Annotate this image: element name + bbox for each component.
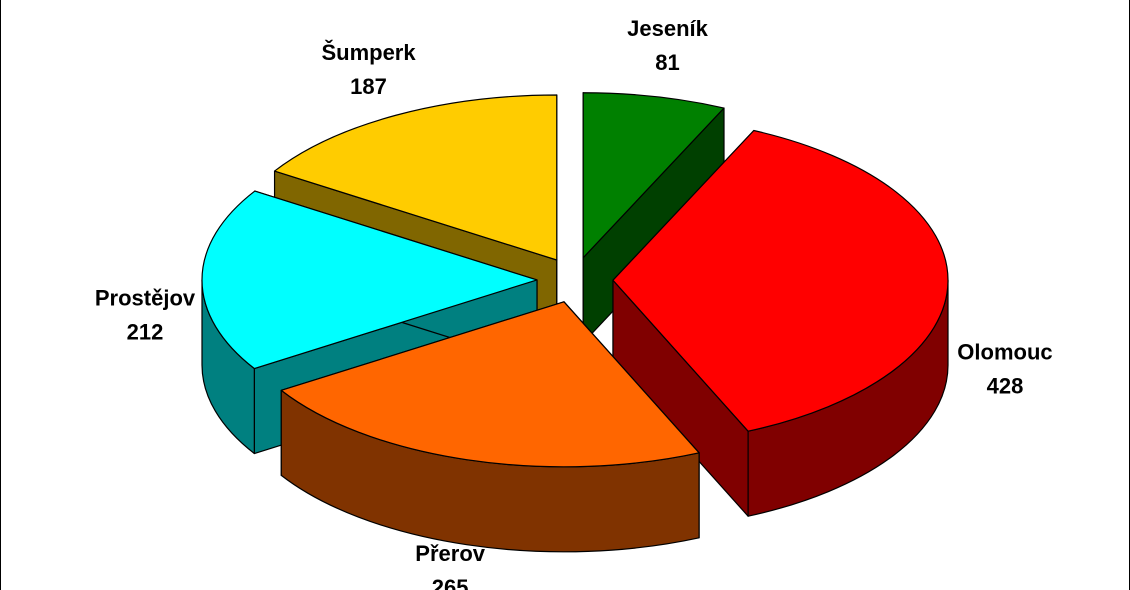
data-label-name: Olomouc bbox=[957, 339, 1052, 364]
data-label-name: Přerov bbox=[415, 541, 485, 566]
slice-top bbox=[201, 190, 538, 370]
data-label-value: 212 bbox=[127, 319, 164, 344]
data-label-name: Jeseník bbox=[627, 16, 708, 41]
pie-slice bbox=[612, 129, 949, 517]
slice-top bbox=[612, 129, 949, 432]
pie-slice bbox=[280, 301, 700, 553]
data-label-value: 81 bbox=[655, 50, 679, 75]
data-label-value: 265 bbox=[432, 575, 469, 590]
data-label-name: Šumperk bbox=[321, 40, 416, 65]
slice-top bbox=[582, 92, 725, 259]
data-label-value: 428 bbox=[987, 373, 1024, 398]
data-label-value: 187 bbox=[350, 74, 387, 99]
data-label-name: Prostějov bbox=[95, 285, 196, 310]
slice-top bbox=[273, 94, 558, 261]
slice-top bbox=[280, 301, 700, 468]
